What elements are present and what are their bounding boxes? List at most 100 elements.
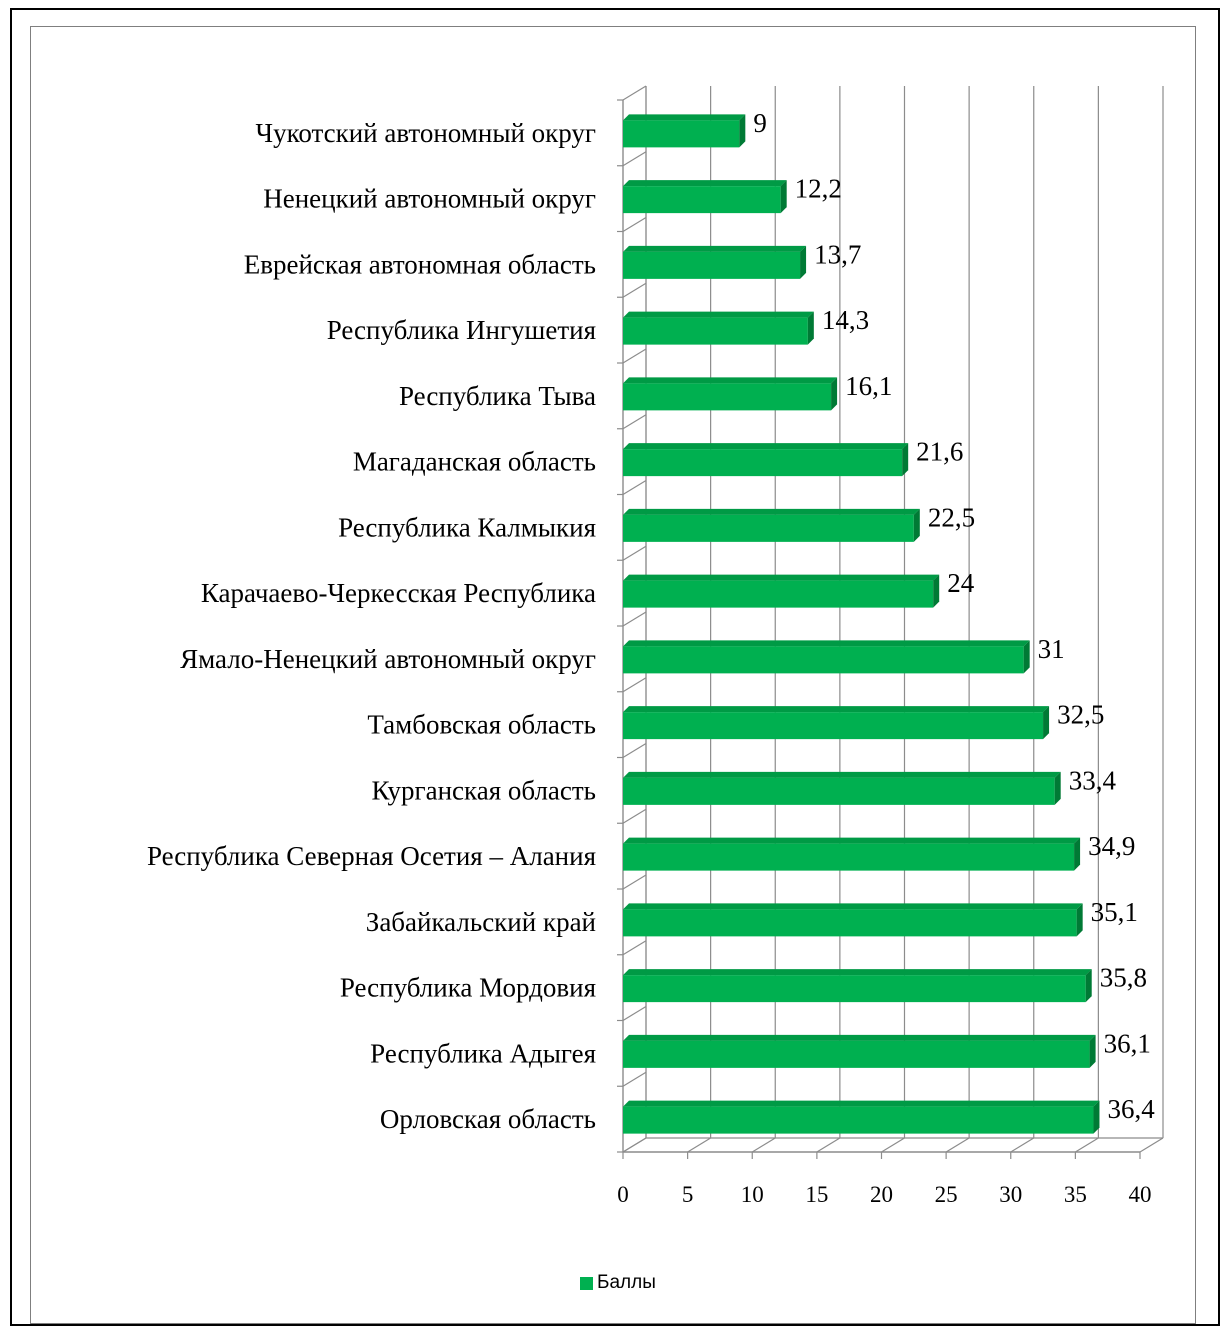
category-label: Республика Адыгея [370, 1038, 596, 1068]
bar-top-face [623, 114, 746, 121]
bar-front-face [623, 646, 1024, 674]
bar-front-face [623, 186, 781, 214]
bar-top-face [623, 574, 940, 581]
x-tick-label: 15 [805, 1182, 828, 1207]
category-separator [622, 808, 647, 824]
category-separator [622, 742, 647, 759]
data-label: 14,3 [822, 305, 869, 335]
bar [623, 377, 838, 411]
bar-side-face [739, 114, 746, 148]
data-label: 33,4 [1069, 765, 1117, 795]
category-separator [622, 348, 647, 364]
category-separator [622, 479, 647, 496]
bar-side-face [1023, 640, 1030, 674]
bar-side-face [1074, 837, 1081, 871]
category-label: Тамбовская область [367, 710, 596, 740]
bar-front-face [623, 975, 1086, 1003]
category-labels: Чукотский автономный округ Ненецкий автон… [147, 118, 596, 1134]
bar-front-face [623, 1040, 1090, 1068]
bar-side-face [902, 443, 909, 477]
bar-front-face [623, 449, 903, 477]
x-tick-label: 40 [1129, 1182, 1152, 1207]
category-separator [622, 1005, 647, 1022]
bar-top-face [623, 903, 1083, 910]
bar-front-face [623, 514, 914, 542]
figure-border [10, 8, 1220, 1326]
bar-side-face [1076, 903, 1083, 937]
bar-top-face [623, 508, 920, 515]
category-label: Чукотский автономный округ [256, 118, 596, 148]
category-label: Карачаево-Черкесская Республика [201, 578, 596, 608]
category-label: Республика Тыва [399, 381, 596, 411]
category-label: Республика Мордовия [340, 973, 596, 1003]
x-tick-label: 35 [1064, 1182, 1087, 1207]
data-label: 13,7 [814, 239, 861, 269]
floor-gridline [945, 1137, 970, 1153]
bar [623, 771, 1061, 805]
bar-top-face [623, 969, 1092, 976]
category-separator [622, 611, 647, 627]
category-label: Забайкальский край [366, 907, 596, 937]
bar-top-face [623, 771, 1061, 778]
category-label: Орловская область [380, 1104, 596, 1134]
bar-front-face [623, 1106, 1094, 1134]
legend-label: Баллы [597, 1272, 656, 1293]
bar-side-face [800, 245, 807, 279]
floor-gridline [1010, 1137, 1035, 1153]
bar-front-face [623, 712, 1044, 740]
category-separator [622, 414, 647, 430]
category-separator [622, 216, 647, 233]
bar [623, 640, 1030, 674]
floor-gridline [751, 1137, 776, 1153]
x-tick-label: 0 [617, 1182, 629, 1207]
bar [623, 114, 746, 148]
bar-front-face [623, 777, 1055, 805]
data-label: 36,1 [1104, 1028, 1151, 1058]
data-label: 34,9 [1088, 831, 1135, 861]
category-label: Республика Северная Осетия – Алания [147, 841, 596, 871]
bar [623, 903, 1083, 937]
data-label: 9 [753, 108, 767, 138]
bar-side-face [1089, 1034, 1096, 1068]
data-label: 22,5 [928, 502, 975, 532]
x-tick-label: 25 [935, 1182, 958, 1207]
bar-top-face [623, 245, 807, 252]
data-label: 12,2 [795, 174, 842, 204]
floor-gridline [1075, 1137, 1099, 1153]
bar-front-face [623, 580, 934, 608]
floor-gridline [687, 1137, 711, 1153]
category-separator [622, 151, 647, 167]
x-tick-label: 20 [870, 1182, 893, 1207]
bar-top-face [623, 640, 1030, 647]
bar [623, 443, 909, 477]
category-label: Магаданская область [353, 447, 596, 477]
data-label: 21,6 [916, 437, 963, 467]
chart-area-border [30, 26, 1196, 1324]
bar [623, 245, 807, 279]
data-label: 32,5 [1057, 700, 1104, 730]
data-label: 35,8 [1100, 963, 1147, 993]
bar-top-face [623, 377, 838, 384]
bar [623, 837, 1081, 871]
bar-front-face [623, 909, 1077, 937]
bar-side-face [807, 311, 814, 345]
category-label: Республика Калмыкия [338, 512, 596, 542]
category-label: Еврейская автономная область [244, 249, 596, 279]
bar [623, 1034, 1096, 1068]
bar-top-face [623, 837, 1081, 844]
bar-side-face [933, 574, 940, 608]
category-separator [622, 677, 647, 693]
legend-swatch [580, 1276, 593, 1290]
bar-front-face [623, 843, 1075, 871]
x-axis-tick-labels: 0 5 10 15 20 25 30 35 40 [617, 1182, 1151, 1207]
category-label: Курганская область [372, 775, 596, 805]
category-separator [622, 545, 647, 561]
bar [623, 508, 920, 542]
category-separator [622, 1071, 647, 1087]
bar [623, 706, 1050, 740]
bar-front-face [623, 120, 740, 148]
data-label: 31 [1038, 634, 1065, 664]
x-tick-label: 30 [999, 1182, 1022, 1207]
category-separator [622, 85, 647, 101]
